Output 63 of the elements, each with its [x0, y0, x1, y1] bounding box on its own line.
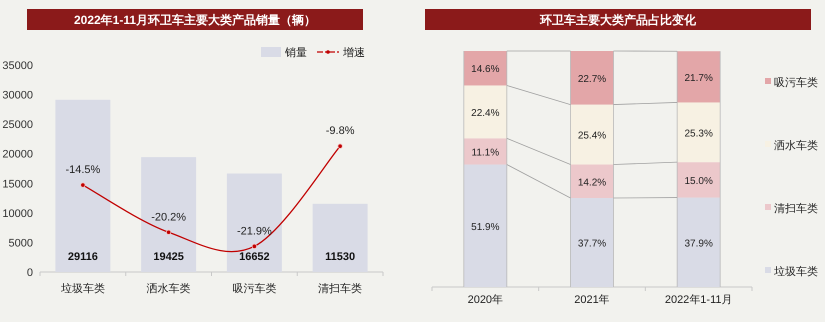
data-label: 22.4% — [471, 108, 500, 119]
y-tick-label: 5000 — [8, 237, 33, 250]
legend-label: 销量 — [284, 47, 307, 59]
bar — [464, 51, 507, 86]
x-tick-label: 洒水车类 — [146, 282, 191, 295]
bar — [677, 102, 720, 162]
chart-title: 环卫车主要大类产品占比变化 — [539, 13, 697, 27]
bar — [677, 162, 720, 198]
bar — [464, 164, 507, 287]
data-label: 25.4% — [578, 130, 606, 142]
data-label: 15.0% — [684, 176, 713, 187]
bar — [677, 198, 720, 287]
legend-label: 清扫车类 — [774, 202, 818, 215]
bar — [55, 100, 110, 272]
legend-label: 增速 — [342, 46, 365, 59]
y-tick-label: 15000 — [2, 178, 33, 190]
x-tick-label: 2020年 — [468, 294, 504, 306]
y-tick-label: 35000 — [2, 60, 33, 72]
data-label: 14.2% — [578, 177, 606, 188]
legend-label: 吸污车类 — [774, 76, 818, 89]
data-label: 19425 — [153, 251, 184, 263]
bar — [464, 85, 507, 138]
x-tick-label: 清扫车类 — [318, 282, 362, 295]
bar — [570, 164, 614, 198]
data-label: 16652 — [239, 251, 270, 263]
point — [338, 144, 343, 149]
data-label: -14.5% — [65, 164, 101, 176]
data-label: 25.3% — [684, 128, 713, 140]
bar — [677, 51, 720, 102]
point — [80, 182, 86, 188]
data-label: -9.8% — [326, 125, 355, 138]
bar — [312, 204, 368, 272]
bar — [570, 51, 614, 105]
data-label: 14.6% — [471, 64, 500, 76]
y-tick-label: 25000 — [2, 119, 33, 132]
data-label: 37.7% — [578, 238, 606, 250]
data-label: 21.7% — [684, 72, 713, 84]
data-label: 22.7% — [578, 74, 606, 85]
bar — [570, 198, 614, 287]
point — [166, 230, 172, 235]
bar — [570, 104, 614, 165]
data-label: 37.9% — [684, 238, 713, 250]
bar — [141, 157, 196, 272]
data-label: 29116 — [68, 251, 98, 263]
data-label: -20.2% — [151, 211, 186, 224]
data-label: 11.1% — [472, 147, 500, 158]
point — [252, 244, 257, 249]
bar — [464, 138, 507, 165]
data-label: 11530 — [325, 251, 356, 263]
x-tick-label: 2022年1-11月 — [664, 294, 733, 306]
x-tick-label: 2021年 — [574, 294, 610, 306]
x-tick-label: 吸污车类 — [232, 282, 276, 295]
data-label: 51.9% — [471, 222, 500, 233]
y-tick-label: 10000 — [2, 208, 33, 220]
data-label: -21.9% — [236, 225, 272, 238]
legend-label: 垃圾车类 — [773, 265, 818, 278]
y-tick-label: 0 — [26, 267, 33, 279]
y-tick-label: 30000 — [2, 90, 33, 102]
bar — [226, 174, 282, 272]
chart-title: 2022年1-11月环卫车主要大类产品销量（辆） — [74, 13, 316, 27]
y-tick-label: 20000 — [2, 148, 33, 161]
legend-label: 洒水车类 — [774, 139, 818, 152]
x-tick-label: 垃圾车类 — [60, 282, 105, 295]
